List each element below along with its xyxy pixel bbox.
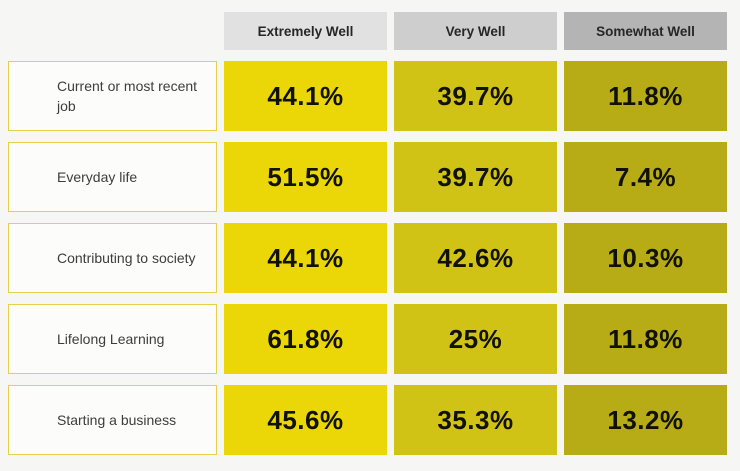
- value-cell: 61.8%: [224, 304, 387, 374]
- row-label: Lifelong Learning: [8, 304, 217, 374]
- value-cell: 51.5%: [224, 142, 387, 212]
- corner-spacer: [8, 12, 217, 50]
- value-cell: 11.8%: [564, 61, 727, 131]
- column-header-extremely-well: Extremely Well: [224, 12, 387, 50]
- row-label: Current or most recent job: [8, 61, 217, 131]
- value-cell: 44.1%: [224, 61, 387, 131]
- column-header-very-well: Very Well: [394, 12, 557, 50]
- value-cell: 42.6%: [394, 223, 557, 293]
- value-cell: 10.3%: [564, 223, 727, 293]
- value-cell: 25%: [394, 304, 557, 374]
- value-cell: 39.7%: [394, 61, 557, 131]
- row-label: Everyday life: [8, 142, 217, 212]
- value-cell: 7.4%: [564, 142, 727, 212]
- value-cell: 11.8%: [564, 304, 727, 374]
- column-header-somewhat-well: Somewhat Well: [564, 12, 727, 50]
- row-label: Contributing to society: [8, 223, 217, 293]
- value-cell: 35.3%: [394, 385, 557, 455]
- value-cell: 44.1%: [224, 223, 387, 293]
- value-cell: 45.6%: [224, 385, 387, 455]
- value-cell: 13.2%: [564, 385, 727, 455]
- value-cell: 39.7%: [394, 142, 557, 212]
- row-label: Starting a business: [8, 385, 217, 455]
- heatmap-grid: Extremely Well Very Well Somewhat Well C…: [8, 12, 727, 455]
